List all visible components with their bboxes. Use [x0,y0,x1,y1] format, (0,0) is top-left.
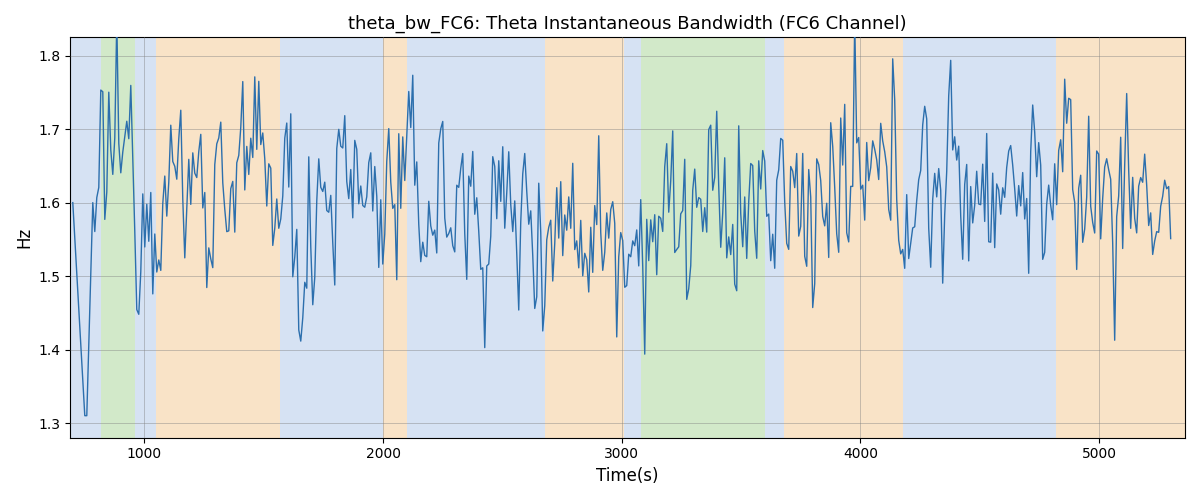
Title: theta_bw_FC6: Theta Instantaneous Bandwidth (FC6 Channel): theta_bw_FC6: Theta Instantaneous Bandwi… [348,15,907,34]
Bar [281,38,312,438]
Bar [545,38,624,438]
Bar [904,38,1015,438]
Bar [1056,38,1184,438]
Bar [102,38,134,438]
Y-axis label: Hz: Hz [14,227,32,248]
Bar [407,38,527,438]
Bar [383,38,407,438]
Bar [784,38,904,438]
Bar [312,38,383,438]
Bar [764,38,784,438]
Bar [1015,38,1056,438]
Bar [527,38,545,438]
Bar [156,38,281,438]
Bar [71,38,102,438]
Bar [624,38,641,438]
Bar [641,38,764,438]
Bar [134,38,156,438]
X-axis label: Time(s): Time(s) [596,467,659,485]
